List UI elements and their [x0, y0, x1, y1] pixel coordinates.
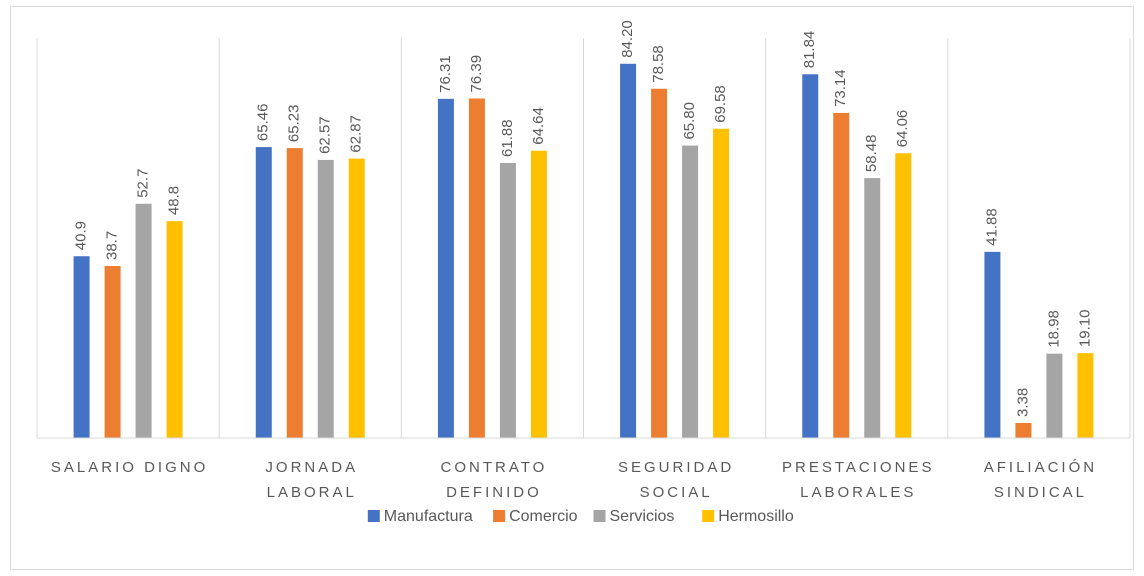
data-label: 19.10: [1076, 310, 1093, 348]
bar: [651, 88, 668, 438]
x-tick-label: LABORALES: [800, 484, 916, 501]
legend-swatch: [702, 510, 715, 522]
data-label: 41.88: [983, 208, 1000, 246]
legend-swatch: [593, 510, 606, 522]
bar: [1077, 353, 1094, 438]
x-tick-label: DEFINIDO: [446, 484, 542, 501]
data-label: 62.57: [317, 116, 334, 154]
x-tick-label: SINDICAL: [994, 484, 1087, 501]
x-tick-label: PRESTACIONES: [782, 459, 934, 476]
data-label: 65.23: [286, 105, 303, 143]
data-label: 38.7: [104, 231, 121, 260]
data-label: 76.39: [468, 55, 485, 93]
x-tick-label: SOCIAL: [640, 484, 713, 501]
bar: [895, 153, 912, 439]
bar: [437, 98, 454, 438]
x-tick-label: CONTRATO: [441, 459, 548, 476]
bar: [499, 162, 516, 438]
bar: [468, 98, 485, 438]
data-label: 84.20: [619, 20, 636, 58]
bar: [73, 256, 90, 438]
data-label: 69.58: [712, 85, 729, 123]
data-label: 40.9: [73, 221, 90, 250]
bar: [348, 158, 365, 439]
bar: [317, 159, 334, 438]
bar: [286, 148, 303, 439]
bar: [864, 178, 881, 439]
data-label: 76.31: [437, 55, 454, 93]
bar: [1046, 353, 1063, 438]
bar: [104, 266, 121, 438]
bar: [255, 147, 272, 439]
data-label: 64.06: [894, 110, 911, 148]
data-label: 61.88: [499, 119, 516, 157]
legend-label: Manufactura: [384, 508, 473, 525]
bar: [620, 63, 637, 439]
bar: [802, 74, 819, 439]
data-label: 52.7: [135, 169, 152, 198]
bar: [530, 150, 547, 438]
legend-label: Servicios: [610, 508, 675, 525]
legend-swatch: [367, 510, 380, 522]
data-label: 65.46: [255, 104, 272, 142]
data-label: 73.14: [832, 69, 849, 107]
data-label: 48.8: [166, 186, 183, 215]
legend-swatch: [493, 510, 506, 522]
bar: [984, 251, 1001, 438]
data-label: 62.87: [348, 115, 365, 153]
data-label: 18.98: [1045, 310, 1062, 348]
bar: [1015, 422, 1032, 438]
bar: [682, 145, 699, 439]
bar: [833, 112, 850, 438]
data-label: 81.84: [801, 31, 818, 69]
data-label: 3.38: [1014, 388, 1031, 417]
x-tick-label: AFILIACIÓN: [984, 459, 1097, 476]
x-tick-label: SALARIO DIGNO: [51, 459, 208, 476]
data-label: 64.64: [530, 107, 547, 145]
legend-label: Comercio: [509, 508, 578, 525]
bar: [166, 221, 183, 438]
data-label: 58.48: [863, 135, 880, 173]
bar: [713, 128, 730, 438]
x-tick-label: JORNADA: [265, 459, 358, 476]
x-tick-label: SEGURIDAD: [618, 459, 734, 476]
bar: [135, 203, 152, 438]
data-label: 78.58: [650, 45, 667, 83]
data-label: 65.80: [681, 102, 698, 140]
chart-border: [10, 6, 1134, 570]
x-tick-label: LABORAL: [267, 484, 357, 501]
legend-label: Hermosillo: [718, 508, 794, 525]
